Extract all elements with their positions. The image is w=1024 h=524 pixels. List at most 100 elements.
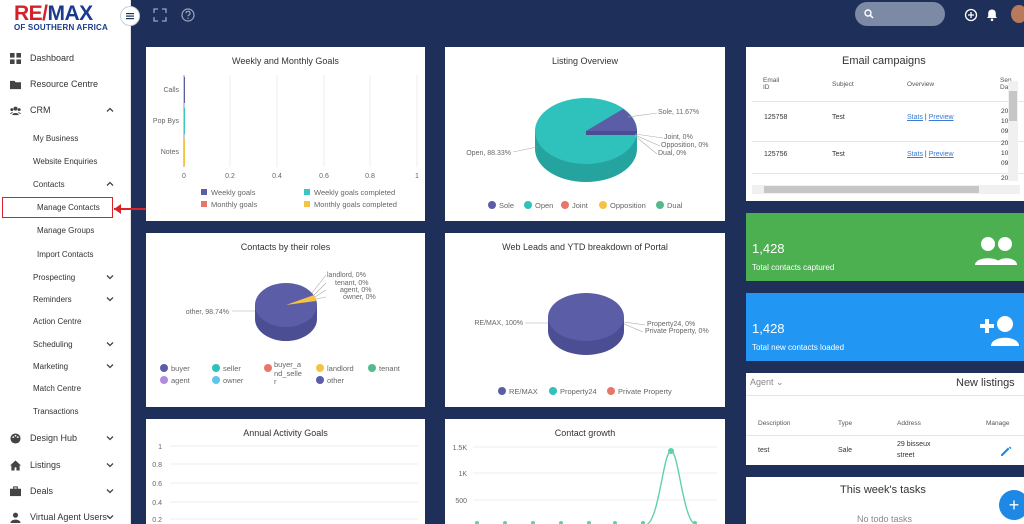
sidebar-item-label: Website Enquiries [33, 156, 98, 166]
sidebar-item-import-contacts[interactable]: Import Contacts [0, 244, 130, 264]
sidebar-item-label: Reminders [33, 294, 72, 304]
roles-legend-label[interactable]: tenant [379, 364, 401, 373]
roles-legend-label[interactable]: buyer [171, 364, 190, 373]
dashboard-icon [10, 52, 21, 64]
listing-legend-label[interactable]: Open [535, 201, 553, 210]
bell-icon[interactable] [985, 8, 999, 22]
email-overview-cell: Stats | Preview [907, 114, 954, 121]
remax-logo[interactable]: RE/MAX OF SOUTHERN AFRICA [14, 2, 108, 32]
sidebar-item-action-centre[interactable]: Action Centre [0, 311, 130, 331]
pie-label: owner, 0% [343, 294, 376, 301]
stat-card-contacts-loaded: 1,428 Total new contacts loaded [746, 293, 1024, 361]
preview-link[interactable]: Preview [928, 151, 954, 158]
sidebar-item-label: Manage Contacts [37, 202, 100, 212]
fullscreen-icon[interactable] [153, 8, 167, 22]
pie-label: Opposition, 0% [661, 142, 708, 149]
chevron-down-icon [106, 297, 114, 302]
pie-slice-remax[interactable] [548, 293, 624, 341]
sidebar-item-resource-centre[interactable]: Resource Centre [0, 74, 130, 94]
roles-legend-label[interactable]: buyer_a nd_selle r [274, 361, 302, 386]
goals-row-label: Notes [161, 149, 180, 156]
sidebar-item-marketing[interactable]: Marketing [0, 356, 130, 376]
listing-legend-label[interactable]: Opposition [610, 201, 646, 210]
growth-tick: 500 [455, 498, 467, 505]
goals-legend-label[interactable]: Monthly goals [211, 200, 258, 209]
goals-bar [184, 139, 185, 165]
sidebar-item-manage-groups[interactable]: Manage Groups [0, 220, 130, 240]
stats-link[interactable]: Stats [907, 114, 923, 121]
search-input[interactable] [855, 2, 945, 26]
goals-legend-label[interactable]: Weekly goals [211, 188, 256, 197]
sidebar-item-label: CRM [30, 105, 51, 115]
sidebar-item-crm[interactable]: CRM [0, 100, 130, 120]
vertical-scrollbar[interactable] [1008, 81, 1018, 181]
webleads-legend-label[interactable]: Property24 [560, 387, 597, 396]
sidebar-item-design-hub[interactable]: Design Hub [0, 428, 130, 448]
sidebar-item-dashboard[interactable]: Dashboard [0, 48, 130, 68]
sidebar-item-scheduling[interactable]: Scheduling [0, 334, 130, 354]
edit-pencil-icon[interactable] [1000, 445, 1012, 457]
annual-tick: 0.8 [152, 462, 162, 469]
agent-filter-dropdown[interactable]: Agent ⌄ [750, 377, 784, 388]
roles-title: Contacts by their roles [240, 242, 331, 252]
stat-value: 1,428 [752, 241, 785, 256]
horizontal-scrollbar[interactable] [752, 185, 1020, 194]
annual-title: Annual Activity Goals [243, 428, 328, 438]
email-date-cell: 20 [1001, 175, 1009, 182]
listing-pie-chart: Sole, 11.67% Joint, 0% Opposition, 0% Du… [466, 98, 708, 210]
webleads-legend-label[interactable]: Private Property [618, 387, 672, 396]
sidebar-item-reminders[interactable]: Reminders [0, 289, 130, 309]
roles-legend-label[interactable]: landlord [327, 364, 354, 373]
sidebar-item-listings[interactable]: Listings [0, 455, 130, 475]
email-subject-cell: Test [832, 151, 845, 158]
email-title: Email campaigns [842, 55, 926, 67]
add-task-button[interactable]: + [999, 490, 1024, 520]
sidebar-item-label: Manage Groups [37, 225, 95, 235]
palette-icon [10, 432, 21, 444]
chevron-down-icon: ⌄ [776, 377, 784, 387]
sidebar-item-virtual-agent-users[interactable]: Virtual Agent Users [0, 507, 130, 524]
sidebar-item-deals[interactable]: Deals [0, 481, 130, 501]
listing-legend-label[interactable]: Sole [499, 201, 514, 210]
roles-legend-label[interactable]: agent [171, 376, 191, 385]
listing-legend-label[interactable]: Joint [572, 201, 589, 210]
new-listings-card: Agent ⌄ New listings Description Type Ad… [746, 373, 1024, 465]
sidebar-item-match-centre[interactable]: Match Centre [0, 378, 130, 398]
avatar[interactable] [1011, 5, 1024, 23]
listing-overview-card: Listing Overview Sole, 11.67% Joint, 0% … [445, 47, 725, 221]
sidebar-item-contacts[interactable]: Contacts [0, 174, 130, 194]
logo-subtitle: OF SOUTHERN AFRICA [14, 23, 108, 32]
roles-legend-label[interactable]: owner [223, 376, 244, 385]
users-group-icon [975, 237, 1017, 265]
add-circle-icon[interactable] [964, 8, 978, 22]
legend-swatch [201, 201, 207, 207]
email-col-header: Subject [832, 81, 854, 88]
goals-bar [184, 108, 185, 134]
sidebar-item-label: Deals [30, 486, 54, 496]
goals-legend-label[interactable]: Monthly goals completed [314, 200, 397, 209]
chevron-down-icon [106, 364, 114, 369]
stats-link[interactable]: Stats [907, 151, 923, 158]
pie-label: Private Property, 0% [645, 328, 709, 335]
preview-link[interactable]: Preview [928, 114, 954, 121]
listing-legend-label[interactable]: Dual [667, 201, 683, 210]
sidebar-item-transactions[interactable]: Transactions [0, 401, 130, 421]
listing-title: Listing Overview [551, 56, 619, 66]
roles-legend-label[interactable]: other [327, 376, 345, 385]
sidebar-item-my-business[interactable]: My Business [0, 128, 130, 148]
menu-toggle-button[interactable] [120, 6, 140, 26]
goals-legend-label[interactable]: Weekly goals completed [314, 188, 395, 197]
listing-type-cell: Sale [838, 447, 853, 454]
roles-pie-chart: landlord, 0% tenant, 0% agent, 0% owner,… [160, 272, 401, 386]
roles-legend-label[interactable]: seller [223, 364, 241, 373]
sidebar-item-prospecting[interactable]: Prospecting [0, 267, 130, 287]
sidebar-item-manage-contacts[interactable]: Manage Contacts [0, 197, 130, 217]
webleads-legend-label[interactable]: RE/MAX [509, 387, 538, 396]
pie-slice-sole[interactable] [586, 109, 637, 131]
sidebar-item-website-enquiries[interactable]: Website Enquiries [0, 151, 130, 171]
listings-title: New listings [956, 377, 1015, 389]
help-icon[interactable] [181, 8, 195, 22]
growth-series-line [645, 450, 697, 524]
growth-point [559, 521, 563, 524]
chevron-down-icon [106, 275, 114, 280]
